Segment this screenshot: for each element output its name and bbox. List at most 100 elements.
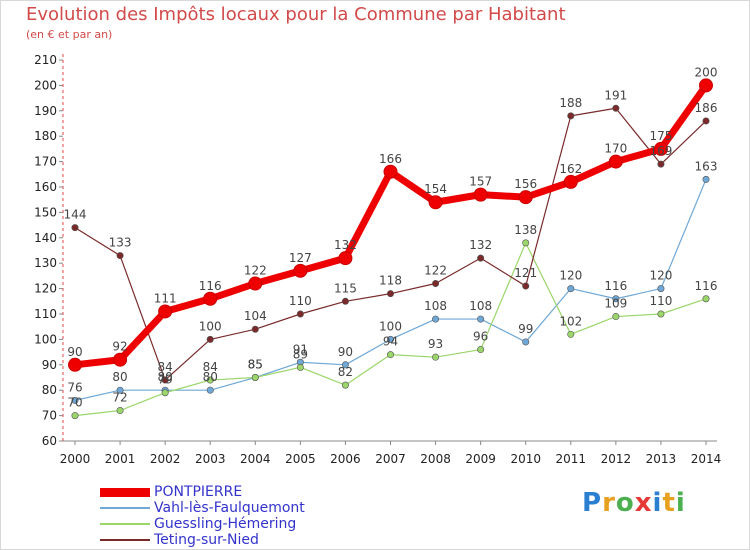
legend-swatch: [100, 539, 150, 541]
data-label-teting-sur-nied: 100: [199, 319, 222, 333]
y-tick-label: 150: [34, 205, 57, 219]
data-point-guessling-he-mering: [161, 389, 169, 397]
data-label-layer: 76 80 80 80 85 91 90 100 108 108 99 120 116 120 163 70 7…: [64, 65, 718, 409]
x-tick-label: 2009: [465, 452, 496, 466]
data-label-guessling-he-mering: 96: [473, 330, 488, 344]
data-label-vahl-le-s-faulquemont: 108: [469, 299, 492, 313]
data-label-vahl-le-s-faulquemont: 163: [695, 159, 718, 173]
data-label-vahl-le-s-faulquemont: 116: [604, 279, 627, 293]
data-point-pontpierre: [473, 187, 488, 202]
data-label-guessling-he-mering: 70: [67, 396, 82, 410]
data-label-guessling-he-mering: 93: [428, 337, 443, 351]
data-point-vahl-le-s-faulquemont: [702, 175, 710, 183]
data-label-guessling-he-mering: 110: [649, 294, 672, 308]
data-label-vahl-le-s-faulquemont: 80: [158, 370, 173, 384]
data-point-guessling-he-mering: [567, 330, 575, 338]
x-tick-label: 2011: [556, 452, 587, 466]
data-point-teting-sur-nied: [251, 325, 259, 333]
data-label-vahl-le-s-faulquemont: 80: [112, 370, 127, 384]
data-label-guessling-he-mering: 138: [514, 223, 537, 237]
data-label-pontpierre: 156: [514, 177, 537, 191]
legend-label: PONTPIERRE: [154, 484, 243, 500]
data-point-teting-sur-nied: [71, 224, 79, 232]
x-tick-label: 2013: [646, 452, 677, 466]
data-label-teting-sur-nied: 84: [158, 360, 173, 374]
legend-swatch: [100, 523, 150, 525]
data-point-pontpierre: [653, 141, 668, 156]
data-label-pontpierre: 127: [289, 251, 312, 265]
data-point-pontpierre: [518, 190, 533, 205]
y-tick-label: 90: [42, 358, 57, 372]
data-label-pontpierre: 175: [649, 129, 672, 143]
data-label-teting-sur-nied: 115: [334, 281, 357, 295]
data-point-vahl-le-s-faulquemont: [522, 338, 530, 346]
data-label-vahl-le-s-faulquemont: 91: [293, 342, 308, 356]
data-label-vahl-le-s-faulquemont: 120: [559, 269, 582, 283]
chart-title: Evolution des Impôts locaux pour la Comm…: [26, 4, 566, 25]
x-tick-label: 2014: [691, 452, 722, 466]
data-point-pontpierre: [203, 291, 218, 306]
x-tick-label: 2007: [375, 452, 406, 466]
y-tick-label: 190: [34, 104, 57, 118]
data-point-vahl-le-s-faulquemont: [477, 315, 485, 323]
data-label-vahl-le-s-faulquemont: 120: [649, 269, 672, 283]
data-point-pontpierre: [608, 154, 623, 169]
data-label-teting-sur-nied: 186: [695, 101, 718, 115]
y-tick-label: 130: [34, 256, 57, 270]
data-label-pontpierre: 116: [199, 279, 222, 293]
data-label-teting-sur-nied: 110: [289, 294, 312, 308]
x-tick-label: 2012: [601, 452, 632, 466]
data-label-teting-sur-nied: 144: [64, 208, 87, 222]
data-point-pontpierre: [158, 304, 173, 319]
legend-label: Teting-sur-Nied: [154, 532, 259, 548]
data-point-guessling-he-mering: [522, 239, 530, 247]
data-point-vahl-le-s-faulquemont: [71, 396, 79, 404]
data-point-teting-sur-nied: [161, 376, 169, 384]
data-label-vahl-le-s-faulquemont: 108: [424, 299, 447, 313]
data-point-pontpierre: [68, 357, 82, 372]
data-label-guessling-he-mering: 109: [604, 297, 627, 311]
data-point-teting-sur-nied: [522, 282, 530, 290]
data-label-teting-sur-nied: 104: [244, 309, 267, 323]
data-label-vahl-le-s-faulquemont: 76: [67, 380, 82, 394]
legend-swatch: [100, 487, 150, 497]
data-point-teting-sur-nied: [702, 117, 710, 125]
data-point-pontpierre: [563, 174, 578, 189]
data-label-guessling-he-mering: 94: [383, 335, 398, 349]
x-tick-label: 2000: [60, 452, 91, 466]
data-point-teting-sur-nied: [386, 290, 394, 298]
y-tick-label: 210: [34, 53, 57, 67]
data-label-vahl-le-s-faulquemont: 80: [203, 370, 218, 384]
data-label-guessling-he-mering: 85: [248, 358, 263, 372]
y-tick-label: 60: [42, 434, 57, 448]
data-point-vahl-le-s-faulquemont: [612, 295, 620, 303]
data-label-teting-sur-nied: 132: [469, 238, 492, 252]
data-label-guessling-he-mering: 82: [338, 365, 353, 379]
data-point-pontpierre: [248, 276, 263, 291]
y-tick-label: 110: [34, 307, 57, 321]
data-point-pontpierre: [293, 263, 308, 278]
data-point-vahl-le-s-faulquemont: [657, 285, 665, 293]
data-label-vahl-le-s-faulquemont: 100: [379, 319, 402, 333]
data-point-vahl-le-s-faulquemont: [341, 361, 349, 369]
data-point-guessling-he-mering: [341, 381, 349, 389]
y-tick-label: 120: [34, 282, 57, 296]
x-tick-label: 2002: [150, 452, 181, 466]
data-point-guessling-he-mering: [432, 353, 440, 361]
data-label-pontpierre: 92: [112, 340, 127, 354]
data-label-guessling-he-mering: 84: [203, 360, 218, 374]
data-label-pontpierre: 157: [469, 175, 492, 189]
data-label-pontpierre: 170: [604, 142, 627, 156]
x-tick-label: 2003: [195, 452, 226, 466]
legend-label: Guessling-Hémering: [154, 516, 297, 532]
data-point-guessling-he-mering: [116, 407, 124, 415]
x-tick-label: 2006: [330, 452, 361, 466]
data-point-guessling-he-mering: [71, 412, 79, 420]
data-label-pontpierre: 166: [379, 152, 402, 166]
data-label-vahl-le-s-faulquemont: 85: [248, 358, 263, 372]
data-point-teting-sur-nied: [206, 335, 214, 343]
proxiti-logo: Proxiti: [582, 488, 686, 518]
data-label-pontpierre: 111: [154, 291, 177, 305]
data-point-guessling-he-mering: [477, 346, 485, 354]
